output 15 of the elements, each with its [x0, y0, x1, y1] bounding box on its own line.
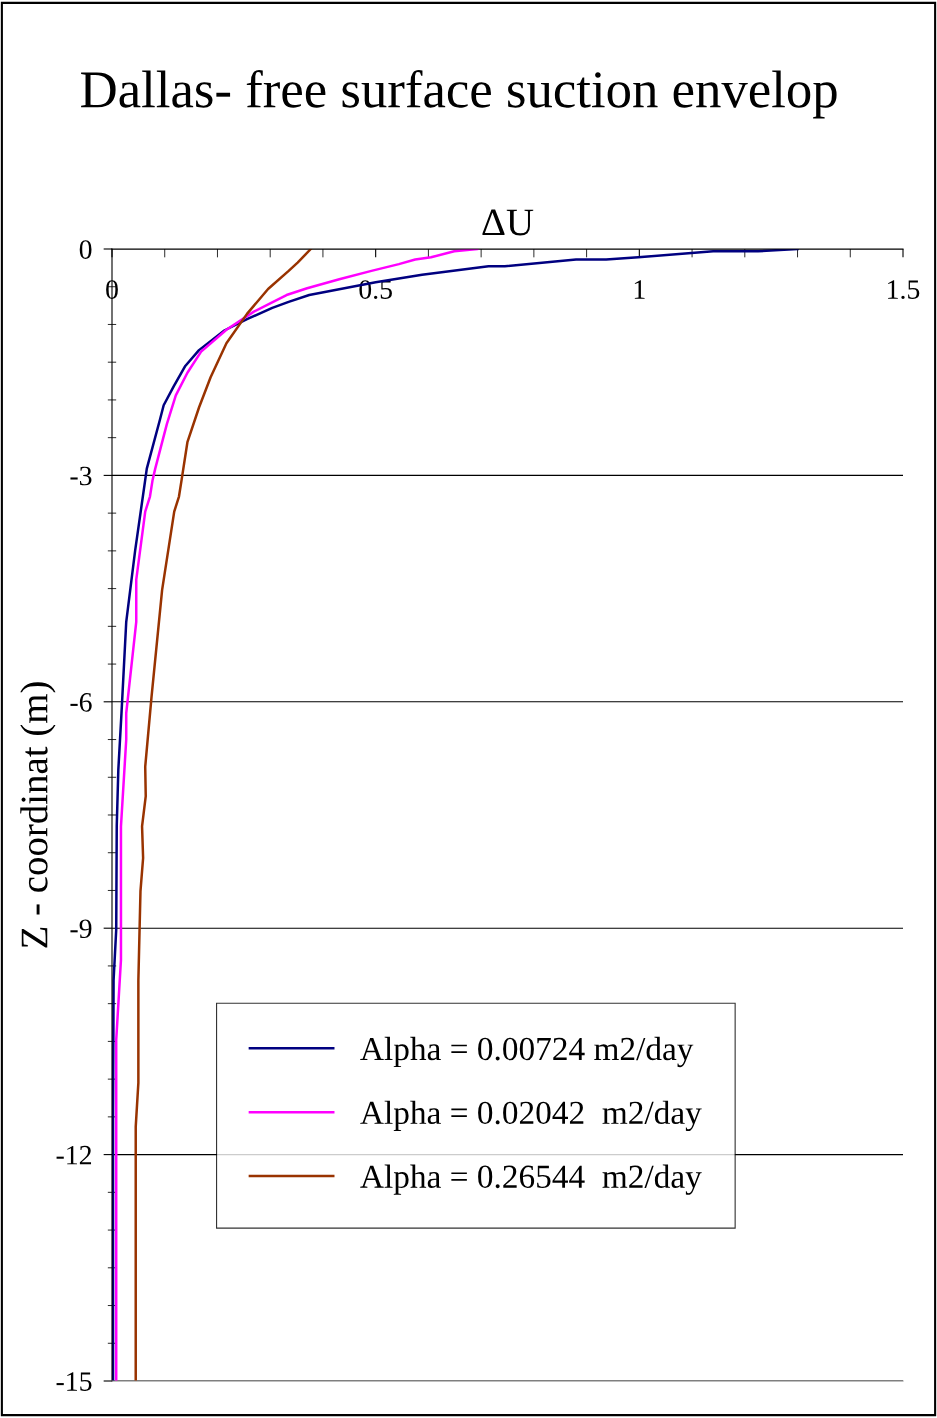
y-tick-label: -9 [70, 919, 92, 939]
legend-label: Alpha = 0.00724 m2/day [360, 1036, 694, 1068]
y-tick-label: -15 [56, 1372, 92, 1391]
chart-title: Dallas- free surface suction envelop [81, 70, 837, 119]
x-tick-label: 1 [634, 280, 645, 299]
x-axis-title: ΔU [482, 209, 534, 236]
line-series [134, 249, 313, 1381]
x-tick-label: 1.5 [888, 280, 920, 300]
legend-label: Alpha = 0.02042 m2/day [360, 1100, 702, 1131]
y-tick-label: -12 [56, 1145, 92, 1165]
legend-label: Alpha = 0.26544 m2/day [360, 1164, 702, 1195]
y-axis-title: Z - coordinat (m) [20, 682, 56, 948]
y-tick-label: -3 [70, 466, 92, 486]
y-tick-label: -6 [70, 693, 92, 712]
y-tick-label: 0 [79, 240, 92, 259]
